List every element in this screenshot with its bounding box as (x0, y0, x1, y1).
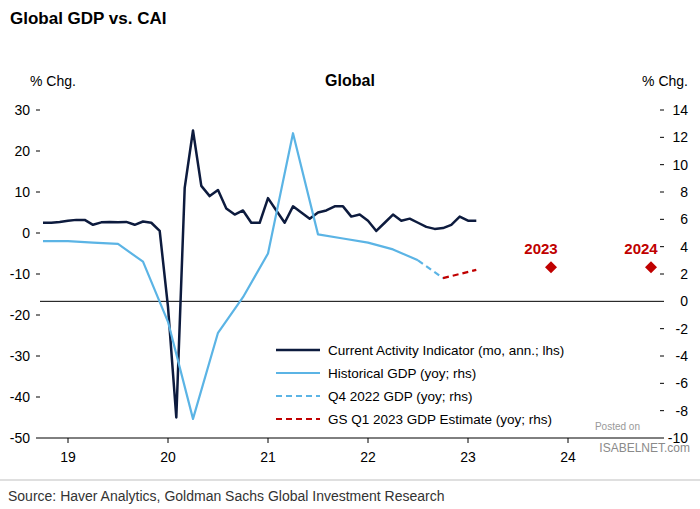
y2-tick-label: 4 (680, 239, 688, 255)
y-tick-label: -50 (10, 430, 30, 446)
x-tick (68, 438, 69, 443)
y-tick-label: 30 (14, 102, 30, 118)
legend-label: Current Activity Indicator (mo, ann.; lh… (328, 343, 564, 358)
forecast-marker (645, 261, 657, 273)
legend-swatch (276, 349, 320, 352)
y2-tick-label: 12 (672, 129, 688, 145)
legend-swatch (276, 372, 320, 374)
chart: Global GDP vs. CAI Global % Chg. % Chg. -50 -… (0, 0, 700, 509)
y-label: % Chg. (30, 73, 76, 89)
y-tick (36, 397, 40, 398)
series-line (443, 270, 476, 278)
y-tick-label: 20 (14, 143, 30, 159)
y2-tick (660, 356, 664, 357)
y-tick (36, 151, 40, 152)
y2-tick (660, 328, 664, 329)
y-tick (36, 192, 40, 193)
y-tick (36, 438, 40, 439)
y2-tick-label: -8 (676, 403, 689, 419)
y2-tick-label: -2 (676, 321, 689, 337)
x-tick (268, 438, 269, 443)
x-tick (468, 438, 469, 443)
y2-tick-label: 14 (672, 102, 688, 118)
y-tick-label: 10 (14, 184, 30, 200)
y2-tick (660, 246, 664, 247)
y2-tick (660, 274, 664, 275)
y-tick-label: -40 (10, 389, 30, 405)
legend-label: Q4 2022 GDP (yoy; rhs) (328, 389, 473, 404)
legend: Current Activity Indicator (mo, ann.; lh… (276, 343, 564, 427)
y2-tick (660, 164, 664, 165)
y-tick (36, 356, 40, 357)
y-tick (36, 110, 40, 111)
watermark: Posted on (595, 421, 640, 432)
y2-zero-line (40, 301, 660, 302)
y2-tick-label: -4 (676, 348, 689, 364)
y2-tick-label: 6 (680, 211, 688, 227)
y2-tick (660, 192, 664, 193)
forecast-label: 2023 (524, 240, 557, 257)
y-tick-label: -10 (10, 266, 30, 282)
x-tick-label: 22 (360, 449, 376, 465)
subtitle: Global (325, 72, 375, 89)
y2-tick (660, 110, 664, 111)
y-tick (36, 274, 40, 275)
legend-label: GS Q1 2023 GDP Estimate (yoy; rhs) (328, 412, 552, 427)
x-tick (568, 438, 569, 443)
y2-tick-label: 8 (680, 184, 688, 200)
y2-tick (660, 137, 664, 138)
y2-tick (660, 410, 664, 411)
x-tick-label: 20 (160, 449, 176, 465)
legend-swatch (276, 418, 320, 420)
y-tick-label: -30 (10, 348, 30, 364)
title: Global GDP vs. CAI (10, 9, 167, 28)
y2-label: % Chg. (642, 73, 688, 89)
y2-tick (660, 219, 664, 220)
x-tick (168, 438, 169, 443)
y-tick-label: -20 (10, 307, 30, 323)
series-line (43, 131, 476, 418)
y2-tick-label: 2 (680, 266, 688, 282)
x-axis-line (40, 438, 660, 439)
y2-tick (660, 301, 664, 302)
x-tick-label: 19 (60, 449, 76, 465)
legend-label: Historical GDP (yoy; rhs) (328, 366, 476, 381)
plot-area (43, 131, 657, 419)
y2-tick (660, 438, 664, 439)
x-tick-label: 24 (560, 449, 576, 465)
y-tick-label: 0 (22, 225, 30, 241)
x-tick-label: 23 (460, 449, 476, 465)
forecast-label: 2024 (624, 240, 658, 257)
source: Source: Haver Analytics, Goldman Sachs G… (8, 488, 445, 504)
y-tick (36, 233, 40, 234)
legend-swatch (276, 395, 320, 397)
y2-tick (660, 383, 664, 384)
forecast-marker (545, 261, 557, 273)
series-line (418, 260, 443, 278)
separator (0, 480, 700, 481)
x-tick-label: 21 (260, 449, 276, 465)
x-tick (368, 438, 369, 443)
y-tick (36, 315, 40, 316)
y2-tick-label: 0 (680, 293, 688, 309)
y2-tick-label: 10 (672, 157, 688, 173)
watermark: ISABELNET.com (599, 441, 690, 455)
y2-tick-label: -6 (676, 375, 689, 391)
